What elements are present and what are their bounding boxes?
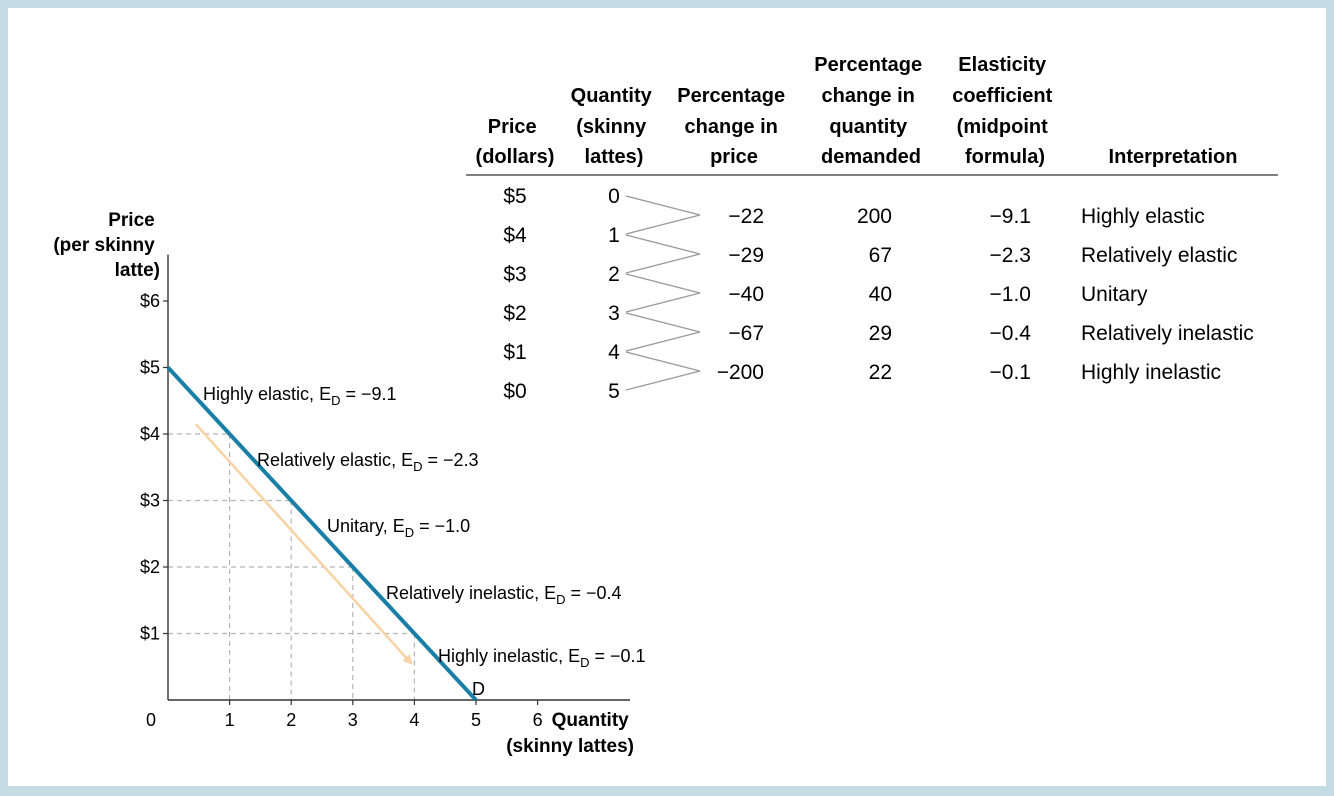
pct-price-column: −22 −29 −40 −67 −200 xyxy=(717,205,764,384)
y-axis-title: Price (per skinny latte) xyxy=(53,210,160,281)
price-column: $5 $4 $3 $2 $1 $0 xyxy=(503,185,527,403)
quantity-cell: 2 xyxy=(608,263,620,286)
interpretation-column: Highly elastic Relatively elastic Unitar… xyxy=(1081,205,1254,384)
demand-curve xyxy=(166,366,478,702)
connector xyxy=(625,351,701,391)
figure-panel xyxy=(8,8,1326,786)
pct-quantity-column: 200 67 40 29 22 xyxy=(857,205,892,384)
segment-label: Highly inelastic, ED = −0.1 xyxy=(438,646,646,670)
y-tick-label: $4 xyxy=(140,424,160,444)
interpretation-cell: Highly inelastic xyxy=(1081,361,1221,384)
pct-price-cell: −29 xyxy=(728,244,764,267)
header-quantity: Quantity (skinny lattes) xyxy=(571,85,658,168)
pct-price-cell: −40 xyxy=(728,283,764,306)
x-tick-label: 3 xyxy=(348,710,358,730)
segment-label: Unitary, ED = −1.0 xyxy=(327,516,470,540)
chart-axes xyxy=(167,254,630,701)
chart-grid xyxy=(168,433,415,700)
x-tick-label: 0 xyxy=(146,710,156,730)
elasticity-cell: −0.4 xyxy=(990,322,1032,345)
price-cell: $3 xyxy=(503,263,526,286)
interpretation-cell: Unitary xyxy=(1081,283,1148,306)
demand-series xyxy=(166,366,478,702)
header-elasticity: Elasticity coefficient (midpoint formula… xyxy=(952,54,1058,168)
interpretation-cell: Relatively elastic xyxy=(1081,244,1237,267)
curve-label-d: D xyxy=(472,679,485,699)
quantity-cell: 5 xyxy=(608,380,620,403)
y-tick-label: $2 xyxy=(140,557,160,577)
price-cell: $4 xyxy=(503,224,527,247)
connector xyxy=(625,195,701,235)
elasticity-cell: −9.1 xyxy=(990,205,1031,228)
segment-label: Relatively elastic, ED = −2.3 xyxy=(257,450,479,474)
header-pct-price: Percentage change in price xyxy=(677,85,790,168)
interpretation-cell: Highly elastic xyxy=(1081,205,1205,228)
pct-quantity-cell: 22 xyxy=(869,361,892,384)
x-tick-label: 6 xyxy=(533,710,543,730)
pct-price-cell: −22 xyxy=(728,205,764,228)
price-cell: $0 xyxy=(503,380,526,403)
table-headers: Price (dollars) Quantity (skinny lattes)… xyxy=(476,54,1238,168)
pct-price-cell: −200 xyxy=(717,361,764,384)
price-cell: $5 xyxy=(503,185,526,208)
midpoint-connectors xyxy=(625,195,701,391)
elasticity-cell: −1.0 xyxy=(990,283,1031,306)
x-tick-label: 1 xyxy=(225,710,235,730)
elasticity-cell: −2.3 xyxy=(990,244,1031,267)
quantity-cell: 3 xyxy=(608,302,620,325)
header-pct-quantity: Percentage change in quantity demanded xyxy=(814,54,927,168)
elasticity-column: −9.1 −2.3 −1.0 −0.4 −0.1 xyxy=(990,205,1032,384)
x-tick-label: 2 xyxy=(286,710,296,730)
price-cell: $1 xyxy=(503,341,526,364)
movement-arrow xyxy=(194,423,413,665)
pct-price-cell: −67 xyxy=(728,322,764,345)
y-tick-label: $5 xyxy=(140,358,160,378)
connector xyxy=(625,273,701,313)
x-axis-title: Quantity (skinny lattes) xyxy=(506,710,634,757)
pct-quantity-cell: 29 xyxy=(869,322,892,345)
quantity-cell: 4 xyxy=(608,341,620,364)
quantity-cell: 0 xyxy=(608,185,620,208)
quantity-column: 0 1 2 3 4 5 xyxy=(608,185,620,403)
pct-quantity-cell: 40 xyxy=(869,283,892,306)
y-tick-label: $1 xyxy=(140,624,160,644)
segment-labels: Highly elastic, ED = −9.1 Relatively ela… xyxy=(203,384,646,670)
x-tick-label: 5 xyxy=(471,710,481,730)
elasticity-cell: −0.1 xyxy=(990,361,1031,384)
interpretation-cell: Relatively inelastic xyxy=(1081,322,1254,345)
pct-quantity-cell: 67 xyxy=(869,244,892,267)
segment-label: Relatively inelastic, ED = −0.4 xyxy=(386,583,622,607)
price-cell: $2 xyxy=(503,302,526,325)
connector xyxy=(625,234,701,274)
connector xyxy=(625,312,701,352)
quantity-cell: 1 xyxy=(608,224,620,247)
header-interpretation: Interpretation xyxy=(1109,146,1238,168)
pct-quantity-cell: 200 xyxy=(857,205,892,228)
segment-label: Highly elastic, ED = −9.1 xyxy=(203,384,397,408)
header-price: Price (dollars) xyxy=(476,116,555,168)
chart-ticks: $1 $2 $3 $4 $5 $6 0 1 2 3 4 5 6 xyxy=(140,291,543,730)
arrow-line xyxy=(194,423,413,665)
x-tick-label: 4 xyxy=(409,710,419,730)
y-tick-label: $6 xyxy=(140,291,160,311)
y-tick-label: $3 xyxy=(140,491,160,511)
